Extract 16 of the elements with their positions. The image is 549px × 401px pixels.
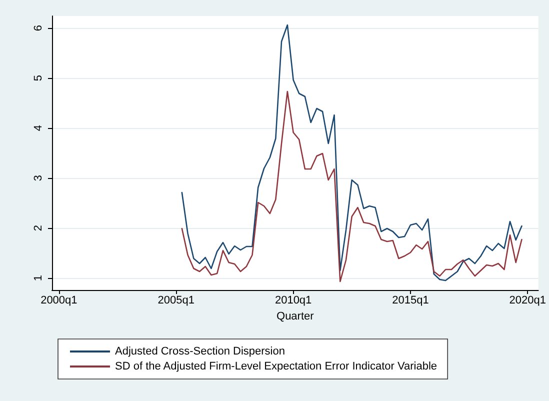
y-tick-label: 1 [32, 274, 44, 282]
y-tick-label: 2 [32, 224, 44, 232]
y-tick-label: 4 [32, 124, 44, 132]
y-tick-label: 3 [32, 174, 44, 182]
line-series [181, 24, 522, 282]
x-tick-label: 2015q1 [392, 294, 429, 306]
x-tick-label: 2020q1 [509, 294, 546, 306]
legend-label: SD of the Adjusted Firm-Level Expectation Error Indicator Variable [115, 360, 438, 372]
y-tick-label: 5 [32, 74, 44, 82]
x-tick-label: 2010q1 [274, 294, 312, 306]
x-axis-title: Quarter [276, 310, 314, 322]
y-tick-label: 6 [32, 24, 44, 32]
x-tick-label: 2005q1 [158, 294, 195, 306]
legend-label: Adjusted Cross-Section Dispersion [115, 346, 285, 358]
x-tick-label: 2000q1 [40, 294, 78, 306]
line-series [181, 90, 522, 282]
